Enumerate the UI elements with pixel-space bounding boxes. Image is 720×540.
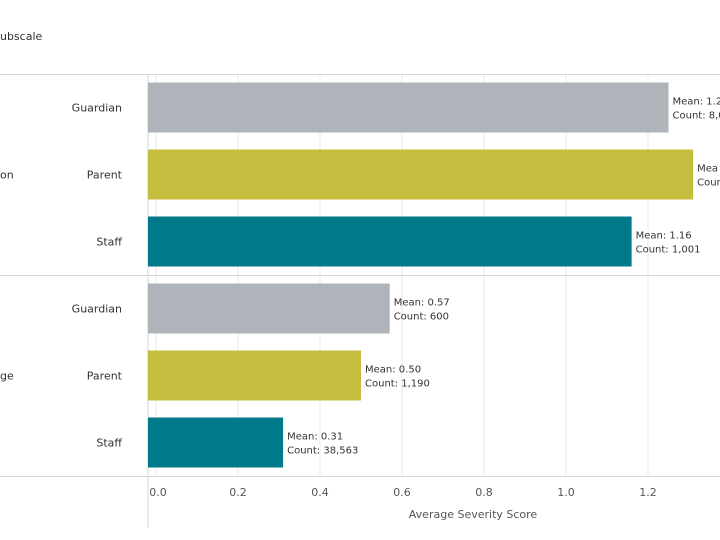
bar-guardian: [148, 283, 390, 334]
data-label-count: Count: 8,0: [673, 111, 720, 122]
category-label: Guardian: [72, 303, 122, 316]
x-axis-ticks: 0.0 0.2 0.4 0.6 0.8 1.0 1.2: [149, 486, 657, 499]
data-label-count: Count: 1,190: [365, 379, 430, 390]
subscale-header: ubscale: [0, 30, 43, 43]
data-labels: Mean: 1.2 Count: 8,0 Mea Coun Mean: 1.16 Coun…: [287, 97, 720, 457]
group-label: on: [0, 169, 14, 182]
data-label-count: Count: 1,001: [636, 245, 701, 256]
data-label-mean: Mea: [697, 164, 718, 175]
bar-parent: [148, 149, 694, 200]
category-label: Guardian: [72, 102, 122, 115]
data-label-count: Count: 38,563: [287, 446, 358, 457]
bar-guardian: [148, 82, 669, 133]
x-tick-label: 0.0: [149, 486, 167, 499]
x-tick-label: 0.8: [475, 486, 493, 499]
bars: [148, 82, 694, 468]
group-labels: on ge: [0, 169, 14, 383]
data-label-mean: Mean: 0.50: [365, 365, 421, 376]
x-tick-label: 0.2: [229, 486, 247, 499]
bar-staff: [148, 216, 632, 267]
data-label-mean: Mean: 0.57: [394, 298, 450, 309]
data-label-mean: Mean: 0.31: [287, 432, 343, 443]
bar-staff: [148, 417, 284, 468]
bar-parent: [148, 350, 361, 401]
data-label-count: Coun: [697, 178, 720, 189]
x-axis-title: Average Severity Score: [409, 508, 538, 521]
category-label: Parent: [87, 370, 123, 383]
category-label: Staff: [96, 236, 122, 249]
data-label-mean: Mean: 1.2: [673, 97, 720, 108]
x-tick-label: 1.2: [639, 486, 657, 499]
category-label: Staff: [96, 437, 122, 450]
category-labels: Guardian Parent Staff Guardian Parent Staff: [72, 102, 123, 450]
group-label: ge: [0, 370, 14, 383]
data-label-mean: Mean: 1.16: [636, 231, 692, 242]
x-tick-label: 0.6: [393, 486, 411, 499]
x-tick-label: 1.0: [557, 486, 575, 499]
category-label: Parent: [87, 169, 123, 182]
data-label-count: Count: 600: [394, 312, 449, 323]
x-tick-label: 0.4: [311, 486, 329, 499]
